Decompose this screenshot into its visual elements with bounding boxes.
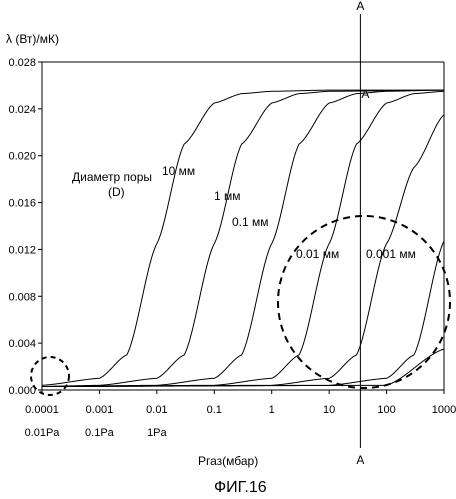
y-axis-label: λ (Вт)/мК): [6, 32, 59, 46]
x-tick-label: 100: [377, 404, 395, 416]
y-tick-label: 0.028: [8, 57, 36, 69]
series-line-6: [42, 241, 444, 386]
x-tick-label: 0.1: [207, 404, 222, 416]
x-axis-label: Pгаз(мбар): [198, 454, 258, 468]
marker-label-inner: A: [361, 87, 369, 101]
y-tick-label: 0.000: [8, 385, 36, 397]
y-tick-label: 0.020: [8, 151, 36, 163]
y-tick-label: 0.004: [8, 338, 36, 350]
marker-label-bottom: A: [356, 453, 364, 467]
x-tick-pa-label: 0.1Pa: [85, 427, 115, 439]
y-tick-label: 0.008: [8, 291, 36, 303]
y-tick-label: 0.012: [8, 244, 36, 256]
marker-label-top: A: [356, 0, 364, 13]
x-tick-pa-label: 0.01Pa: [25, 427, 61, 439]
y-tick-label: 0.016: [8, 198, 36, 210]
series-line-7: [42, 349, 444, 386]
series-label: 0.01 мм: [296, 247, 339, 261]
x-tick-label: 0.01: [146, 404, 167, 416]
legend-title-line2: (D): [108, 185, 125, 199]
series-label: 0.001 мм: [366, 247, 416, 261]
series-label: 10 мм: [162, 164, 195, 178]
dashed-circle-large: [278, 216, 450, 388]
x-tick-label: 1: [269, 404, 275, 416]
legend-title-line1: Диаметр поры: [72, 170, 152, 184]
x-tick-pa-label: 1Pa: [147, 427, 167, 439]
series-line-3: [42, 90, 444, 386]
series-line-4: [42, 91, 444, 386]
series-label: 0.1 мм: [232, 215, 269, 229]
figure-caption: ФИГ.16: [214, 479, 267, 496]
x-tick-label: 0.0001: [25, 404, 59, 416]
x-tick-label: 1000: [432, 404, 456, 416]
series-line-1: [42, 90, 444, 385]
series-label: 1 мм: [214, 189, 241, 203]
x-tick-label: 0.001: [86, 404, 114, 416]
dashed-circle-small: [31, 357, 69, 395]
x-tick-label: 10: [323, 404, 335, 416]
y-tick-label: 0.024: [8, 104, 36, 116]
series-line-2: [42, 90, 444, 386]
